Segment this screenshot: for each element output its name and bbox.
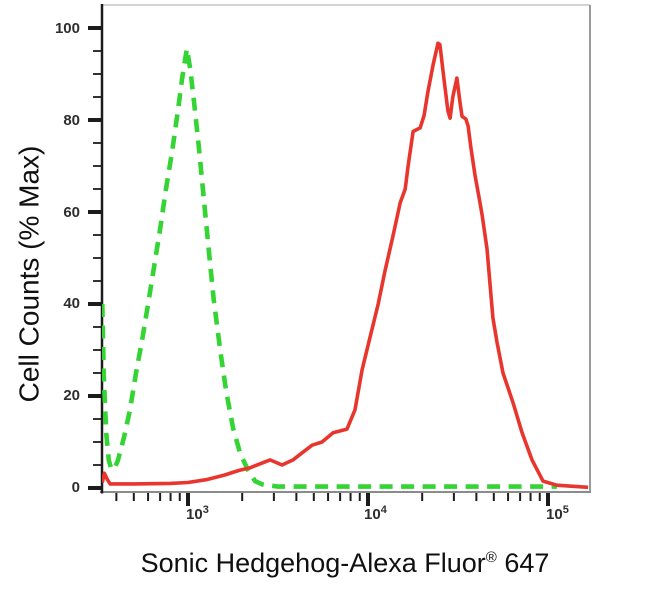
- x-tick-base: 10: [364, 506, 381, 523]
- x-axis-title: Sonic Hedgehog-Alexa Fluor® 647: [40, 548, 650, 579]
- x-tick-label-1e3: 103: [186, 504, 209, 524]
- x-tick-label-1e4: 104: [364, 504, 387, 524]
- x-axis-ticks: [115, 493, 550, 506]
- y-axis-ticks: [88, 26, 101, 490]
- shh-alexa647-histogram-curve: [102, 41, 589, 490]
- x-axis-title-suffix: 647: [496, 548, 550, 578]
- x-tick-exponent: 4: [380, 504, 387, 516]
- x-tick-exponent: 5: [562, 504, 569, 516]
- x-tick-exponent: 3: [202, 504, 209, 516]
- y-tick-label-40: 40: [63, 295, 80, 312]
- x-axis-title-text: Sonic Hedgehog-Alexa Fluor: [140, 548, 486, 578]
- y-tick-label-20: 20: [63, 387, 80, 404]
- x-tick-base: 10: [186, 506, 203, 523]
- x-tick-label-1e5: 105: [546, 504, 569, 524]
- registered-trademark-symbol: ®: [485, 549, 497, 566]
- control-histogram-curve: [102, 46, 557, 489]
- y-tick-label-80: 80: [63, 112, 80, 129]
- y-tick-label-0: 0: [71, 479, 80, 496]
- y-tick-label-60: 60: [63, 204, 80, 221]
- y-tick-label-100: 100: [54, 20, 80, 37]
- x-tick-base: 10: [546, 506, 563, 523]
